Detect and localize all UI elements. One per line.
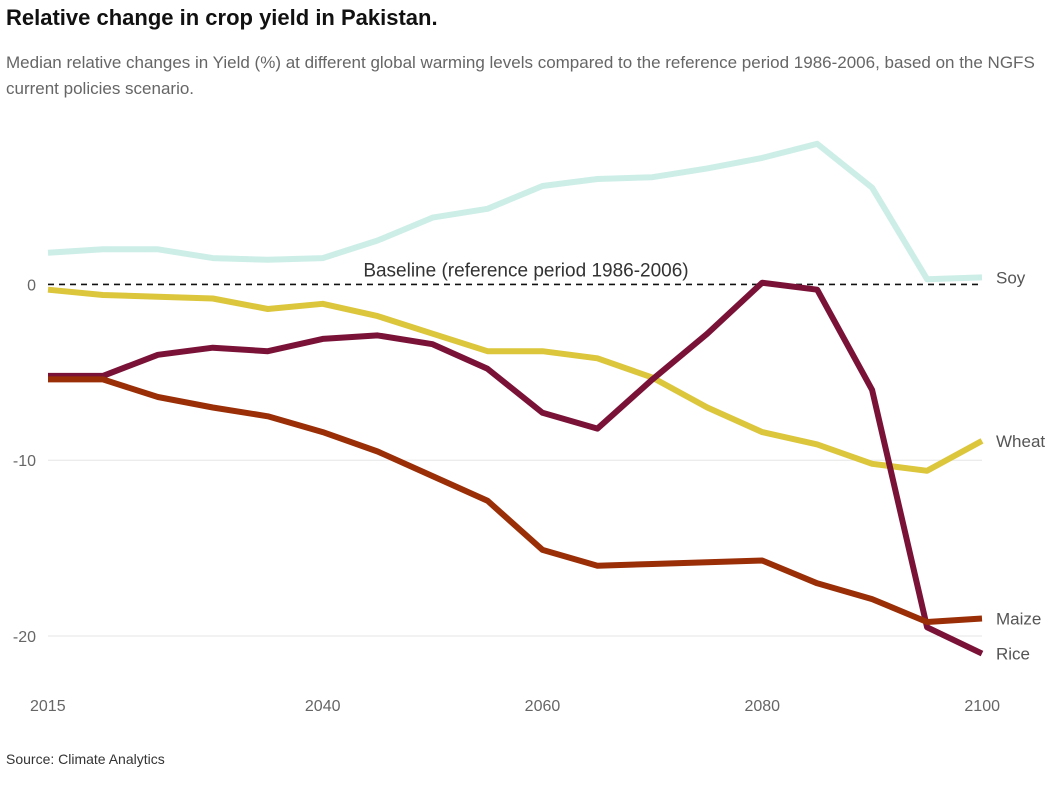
x-tick-label: 2060 [525, 698, 561, 715]
gridlines [48, 459, 982, 637]
baseline: Baseline (reference period 1986-2006) [48, 260, 982, 286]
series-line-soy [47, 140, 983, 283]
y-tick-label: 0 [27, 277, 36, 294]
series-line-wheat [47, 286, 984, 474]
series-end-label-rice: Rice [996, 645, 1030, 664]
series-end-label-soy: Soy [996, 268, 1026, 287]
series-end-label-maize: Maize [996, 609, 1041, 628]
source-note: Source: Climate Analytics [6, 751, 165, 767]
axes: 0 -10 -20 2015 2040 2060 2080 2100 [13, 277, 1000, 715]
y-tick-label: -20 [13, 629, 36, 646]
x-tick-label: 2100 [964, 698, 1000, 715]
series-end-labels: Soy Wheat Maize Rice [996, 268, 1045, 663]
baseline-label: Baseline (reference period 1986-2006) [363, 260, 688, 281]
series-line-rice [48, 279, 984, 657]
series-lines [47, 140, 984, 657]
x-tick-label: 2040 [305, 698, 341, 715]
y-tick-label: -10 [13, 453, 36, 470]
chart-subtitle: Median relative changes in Yield (%) at … [6, 53, 1035, 98]
series-end-label-wheat: Wheat [996, 432, 1045, 451]
series-line-maize [48, 376, 983, 625]
x-tick-label: 2080 [744, 698, 780, 715]
chart-title: Relative change in crop yield in Pakista… [6, 5, 438, 30]
x-tick-label: 2015 [30, 698, 66, 715]
